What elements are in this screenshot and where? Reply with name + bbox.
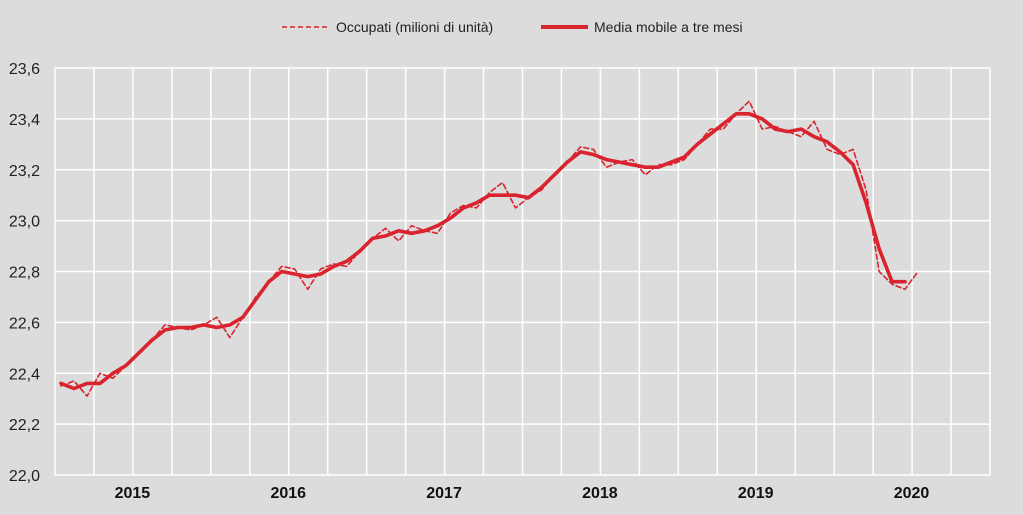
y-tick-label: 22,0 (9, 468, 40, 485)
x-tick-label: 2018 (582, 485, 618, 502)
y-tick-label: 23,2 (9, 163, 40, 180)
series-lines (59, 100, 919, 397)
y-tick-label: 22,8 (9, 265, 40, 282)
y-tick-label: 22,4 (9, 366, 40, 383)
y-tick-label: 23,0 (9, 214, 40, 231)
y-tick-label: 22,2 (9, 417, 40, 434)
x-tick-label: 2020 (894, 485, 930, 502)
series-line-occupati (60, 100, 919, 397)
y-axis-ticks: 22,0 22,2 22,4 22,6 22,8 23,0 23,2 23,4 23,6 (9, 61, 40, 485)
y-tick-label: 23,4 (9, 112, 40, 129)
y-tick-label: 22,6 (9, 315, 40, 332)
series-line-media-mobile (59, 112, 907, 391)
legend-label-occupati: Occupati (milioni di unità) (336, 19, 493, 35)
x-tick-label: 2017 (426, 485, 462, 502)
x-axis-ticks: 2015 2016 2017 2018 2019 2020 (115, 485, 930, 502)
x-tick-label: 2016 (270, 485, 306, 502)
x-tick-label: 2019 (738, 485, 774, 502)
y-tick-label: 23,6 (9, 61, 40, 78)
gridlines (54, 67, 991, 476)
x-tick-label: 2015 (115, 485, 151, 502)
legend: Occupati (milioni di unità) Media mobile… (282, 19, 743, 35)
legend-label-media-mobile: Media mobile a tre mesi (594, 19, 743, 35)
